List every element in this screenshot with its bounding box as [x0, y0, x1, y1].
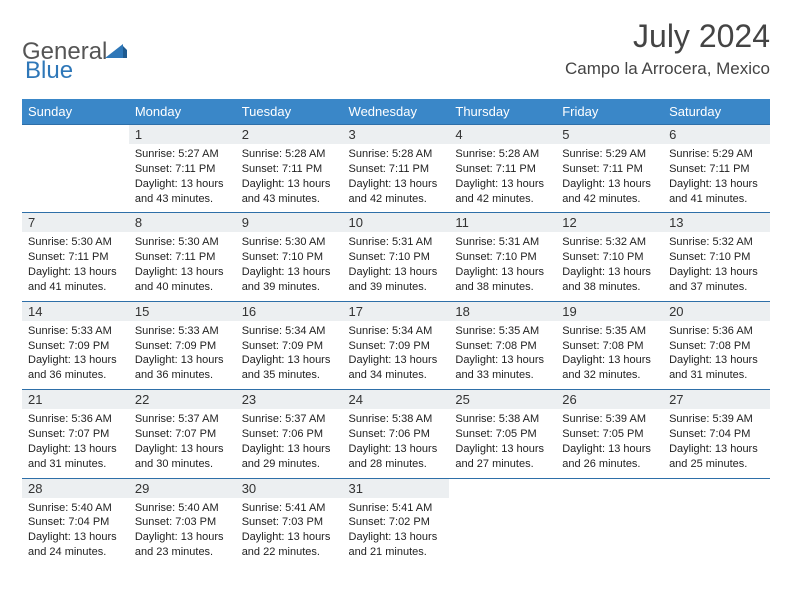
day-number-cell: 1	[129, 125, 236, 145]
day-content-cell: Sunrise: 5:41 AMSunset: 7:03 PMDaylight:…	[236, 498, 343, 566]
day-content-cell: Sunrise: 5:33 AMSunset: 7:09 PMDaylight:…	[22, 321, 129, 390]
day-number-cell: 7	[22, 213, 129, 233]
day-header: Saturday	[663, 99, 770, 125]
day-content-cell: Sunrise: 5:39 AMSunset: 7:04 PMDaylight:…	[663, 409, 770, 478]
day-number-cell	[449, 478, 556, 498]
content-row: Sunrise: 5:27 AMSunset: 7:11 PMDaylight:…	[22, 144, 770, 213]
day-content-cell: Sunrise: 5:30 AMSunset: 7:11 PMDaylight:…	[129, 232, 236, 301]
content-row: Sunrise: 5:33 AMSunset: 7:09 PMDaylight:…	[22, 321, 770, 390]
day-number-cell: 14	[22, 301, 129, 321]
day-content-cell: Sunrise: 5:40 AMSunset: 7:03 PMDaylight:…	[129, 498, 236, 566]
day-number-cell: 23	[236, 390, 343, 410]
day-content-cell	[556, 498, 663, 566]
day-number-cell: 19	[556, 301, 663, 321]
day-content-cell: Sunrise: 5:30 AMSunset: 7:10 PMDaylight:…	[236, 232, 343, 301]
day-content-cell: Sunrise: 5:28 AMSunset: 7:11 PMDaylight:…	[343, 144, 450, 213]
content-row: Sunrise: 5:30 AMSunset: 7:11 PMDaylight:…	[22, 232, 770, 301]
day-content-cell: Sunrise: 5:36 AMSunset: 7:08 PMDaylight:…	[663, 321, 770, 390]
day-content-cell: Sunrise: 5:27 AMSunset: 7:11 PMDaylight:…	[129, 144, 236, 213]
day-number-cell: 5	[556, 125, 663, 145]
day-number-cell: 2	[236, 125, 343, 145]
logo-triangle-icon	[105, 40, 127, 58]
day-content-cell: Sunrise: 5:28 AMSunset: 7:11 PMDaylight:…	[236, 144, 343, 213]
day-header: Sunday	[22, 99, 129, 125]
day-number-cell: 20	[663, 301, 770, 321]
day-number-cell: 22	[129, 390, 236, 410]
day-number-cell: 18	[449, 301, 556, 321]
day-header: Tuesday	[236, 99, 343, 125]
day-number-cell: 8	[129, 213, 236, 233]
calendar-page: General July 2024 Campo la Arrocera, Mex…	[0, 0, 792, 584]
day-number-cell: 29	[129, 478, 236, 498]
day-number-cell: 15	[129, 301, 236, 321]
daynum-row: 123456	[22, 125, 770, 145]
daynum-row: 14151617181920	[22, 301, 770, 321]
day-number-cell: 31	[343, 478, 450, 498]
day-content-cell: Sunrise: 5:31 AMSunset: 7:10 PMDaylight:…	[343, 232, 450, 301]
day-content-cell: Sunrise: 5:35 AMSunset: 7:08 PMDaylight:…	[556, 321, 663, 390]
title-block: July 2024 Campo la Arrocera, Mexico	[565, 18, 770, 79]
day-content-cell: Sunrise: 5:29 AMSunset: 7:11 PMDaylight:…	[556, 144, 663, 213]
day-number-cell: 6	[663, 125, 770, 145]
daynum-row: 21222324252627	[22, 390, 770, 410]
day-number-cell: 17	[343, 301, 450, 321]
day-content-cell: Sunrise: 5:37 AMSunset: 7:06 PMDaylight:…	[236, 409, 343, 478]
day-content-cell: Sunrise: 5:28 AMSunset: 7:11 PMDaylight:…	[449, 144, 556, 213]
day-number-cell	[22, 125, 129, 145]
day-content-cell: Sunrise: 5:34 AMSunset: 7:09 PMDaylight:…	[236, 321, 343, 390]
day-number-cell: 30	[236, 478, 343, 498]
day-content-cell: Sunrise: 5:34 AMSunset: 7:09 PMDaylight:…	[343, 321, 450, 390]
day-number-cell: 28	[22, 478, 129, 498]
day-number-cell: 12	[556, 213, 663, 233]
day-content-cell	[22, 144, 129, 213]
day-header: Wednesday	[343, 99, 450, 125]
day-content-cell	[449, 498, 556, 566]
day-number-cell: 21	[22, 390, 129, 410]
content-row: Sunrise: 5:36 AMSunset: 7:07 PMDaylight:…	[22, 409, 770, 478]
day-content-cell: Sunrise: 5:38 AMSunset: 7:06 PMDaylight:…	[343, 409, 450, 478]
day-number-cell: 10	[343, 213, 450, 233]
day-content-cell: Sunrise: 5:36 AMSunset: 7:07 PMDaylight:…	[22, 409, 129, 478]
day-content-cell: Sunrise: 5:39 AMSunset: 7:05 PMDaylight:…	[556, 409, 663, 478]
day-content-cell	[663, 498, 770, 566]
calendar-body: 123456Sunrise: 5:27 AMSunset: 7:11 PMDay…	[22, 125, 770, 566]
content-row: Sunrise: 5:40 AMSunset: 7:04 PMDaylight:…	[22, 498, 770, 566]
day-header: Thursday	[449, 99, 556, 125]
day-number-cell	[556, 478, 663, 498]
day-content-cell: Sunrise: 5:32 AMSunset: 7:10 PMDaylight:…	[556, 232, 663, 301]
day-content-cell: Sunrise: 5:30 AMSunset: 7:11 PMDaylight:…	[22, 232, 129, 301]
daynum-row: 28293031	[22, 478, 770, 498]
day-number-cell: 27	[663, 390, 770, 410]
day-content-cell: Sunrise: 5:35 AMSunset: 7:08 PMDaylight:…	[449, 321, 556, 390]
day-number-cell	[663, 478, 770, 498]
month-title: July 2024	[565, 18, 770, 55]
day-content-cell: Sunrise: 5:41 AMSunset: 7:02 PMDaylight:…	[343, 498, 450, 566]
day-number-cell: 3	[343, 125, 450, 145]
day-number-cell: 24	[343, 390, 450, 410]
day-content-cell: Sunrise: 5:40 AMSunset: 7:04 PMDaylight:…	[22, 498, 129, 566]
day-number-cell: 9	[236, 213, 343, 233]
day-number-cell: 11	[449, 213, 556, 233]
day-header: Monday	[129, 99, 236, 125]
day-content-cell: Sunrise: 5:38 AMSunset: 7:05 PMDaylight:…	[449, 409, 556, 478]
day-content-cell: Sunrise: 5:32 AMSunset: 7:10 PMDaylight:…	[663, 232, 770, 301]
day-content-cell: Sunrise: 5:29 AMSunset: 7:11 PMDaylight:…	[663, 144, 770, 213]
day-content-cell: Sunrise: 5:33 AMSunset: 7:09 PMDaylight:…	[129, 321, 236, 390]
day-number-cell: 26	[556, 390, 663, 410]
day-content-cell: Sunrise: 5:31 AMSunset: 7:10 PMDaylight:…	[449, 232, 556, 301]
calendar-table: Sunday Monday Tuesday Wednesday Thursday…	[22, 99, 770, 566]
day-number-cell: 4	[449, 125, 556, 145]
day-content-cell: Sunrise: 5:37 AMSunset: 7:07 PMDaylight:…	[129, 409, 236, 478]
day-header: Friday	[556, 99, 663, 125]
daynum-row: 78910111213	[22, 213, 770, 233]
day-header-row: Sunday Monday Tuesday Wednesday Thursday…	[22, 99, 770, 125]
day-number-cell: 13	[663, 213, 770, 233]
location: Campo la Arrocera, Mexico	[565, 59, 770, 79]
day-number-cell: 16	[236, 301, 343, 321]
day-number-cell: 25	[449, 390, 556, 410]
